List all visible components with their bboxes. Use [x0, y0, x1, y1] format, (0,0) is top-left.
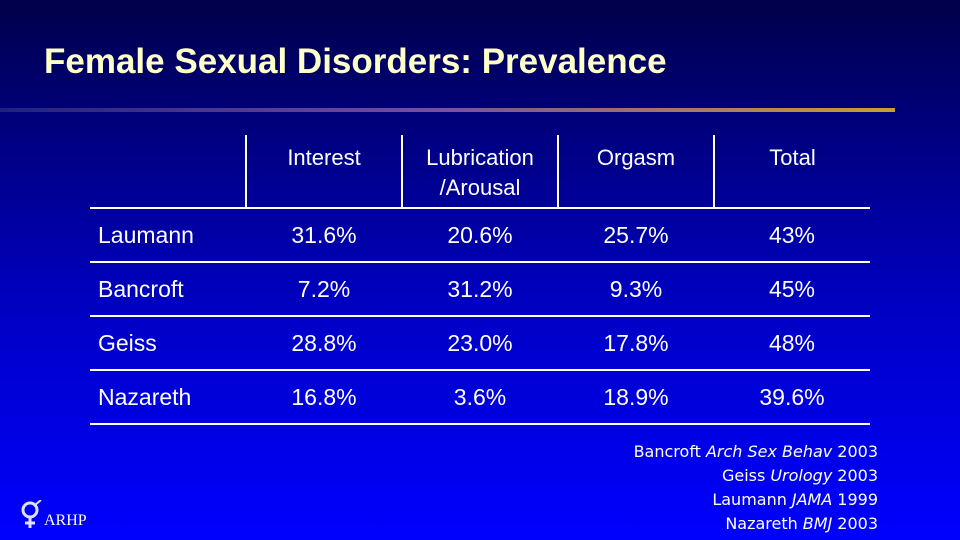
table-cell: 17.8%: [558, 316, 714, 371]
slide-title: Female Sexual Disorders: Prevalence: [44, 42, 667, 81]
table-cell: 3.6%: [402, 370, 558, 425]
prevalence-table: Interest Lubrication /Arousal Orgasm Total …: [90, 135, 870, 425]
reference-journal: BMJ: [802, 514, 833, 533]
reference-author: Nazareth: [725, 514, 798, 533]
column-header: Interest: [245, 135, 402, 209]
reference-author: Geiss: [721, 466, 766, 485]
table-cell: 20.6%: [402, 208, 558, 263]
table-cell: 23.0%: [402, 316, 558, 371]
reference-year: 2003: [837, 514, 878, 533]
header-row: Interest Lubrication /Arousal Orgasm Total: [90, 135, 870, 209]
table-cell: 18.9%: [558, 370, 714, 425]
reference-year: 1999: [837, 490, 878, 509]
row-label: Laumann: [90, 208, 246, 263]
title-rule: [0, 108, 895, 112]
references: Bancroft Arch Sex Behav 2003 Geiss Urology 20…: [634, 440, 878, 536]
table-cell: 28.8%: [246, 316, 402, 371]
reference-journal: Urology: [770, 466, 833, 485]
column-header: Orgasm: [557, 135, 714, 209]
reference-author: Laumann: [712, 490, 787, 509]
reference-journal: JAMA: [791, 490, 833, 509]
table-cell: 31.2%: [402, 262, 558, 317]
reference-author: Bancroft: [633, 442, 701, 461]
table-cell: 25.7%: [558, 208, 714, 263]
table-cell: 39.6%: [714, 370, 870, 425]
table-cell: 9.3%: [558, 262, 714, 317]
reference-journal: Arch Sex Behav: [705, 442, 833, 461]
table-cell: 7.2%: [246, 262, 402, 317]
reference: Bancroft Arch Sex Behav 2003: [634, 440, 878, 464]
table-row: Nazareth 16.8% 3.6% 18.9% 39.6%: [90, 370, 870, 425]
table-cell: 43%: [714, 208, 870, 263]
table-row: Bancroft 7.2% 31.2% 9.3% 45%: [90, 262, 870, 317]
logo: ARHP: [20, 500, 87, 530]
row-label: Bancroft: [90, 262, 246, 317]
reference: Nazareth BMJ 2003: [634, 512, 878, 536]
reference-year: 2003: [837, 466, 878, 485]
reference-year: 2003: [837, 442, 878, 461]
row-label: Nazareth: [90, 370, 246, 425]
column-header: Lubrication /Arousal: [401, 135, 558, 209]
column-header: Total: [713, 135, 870, 209]
corner-cell: [90, 135, 246, 209]
logo-text: ARHP: [44, 512, 87, 529]
row-label: Geiss: [90, 316, 246, 371]
table-cell: 45%: [714, 262, 870, 317]
table-cell: 16.8%: [246, 370, 402, 425]
table-row: Geiss 28.8% 23.0% 17.8% 48%: [90, 316, 870, 371]
reference: Laumann JAMA 1999: [634, 488, 878, 512]
table-cell: 48%: [714, 316, 870, 371]
reference: Geiss Urology 2003: [634, 464, 878, 488]
logo-icon: [21, 500, 42, 528]
table-cell: 31.6%: [246, 208, 402, 263]
table-row: Laumann 31.6% 20.6% 25.7% 43%: [90, 208, 870, 263]
